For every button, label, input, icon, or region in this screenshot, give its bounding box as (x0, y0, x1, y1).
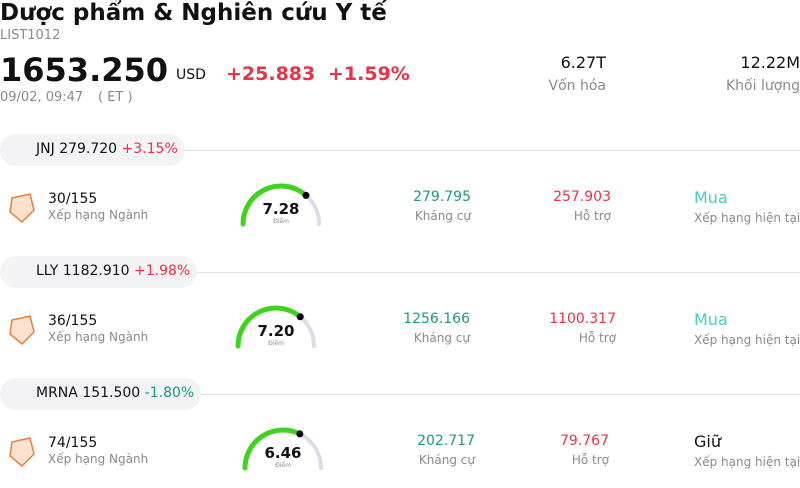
price: 1653.250 (0, 51, 169, 89)
gauge-fill (242, 427, 303, 471)
gauge-fill (240, 183, 309, 227)
rating-label: Xếp hạng hiện tại (694, 211, 800, 225)
rating: Mua (694, 310, 728, 329)
volume: 12.22M (740, 53, 800, 72)
currency: USD (176, 67, 206, 83)
stock-pill[interactable]: JNJ 279.720 +3.15% (0, 134, 185, 166)
rank-label: Xếp hạng Ngành (48, 208, 149, 222)
title: Dược phẩm & Nghiên cứu Y tế (0, 0, 387, 26)
rank: 36/155 (48, 313, 98, 329)
market-cap-label: Vốn hóa (548, 78, 606, 94)
rank-icon (9, 315, 35, 346)
rank-label: Xếp hạng Ngành (48, 330, 149, 344)
price: 1182.910 (62, 263, 130, 279)
resistance-label: Kháng cự (414, 209, 471, 223)
rating-label: Xếp hạng hiện tại (694, 333, 800, 347)
stock-text: MRNA 151.500 -1.80% (36, 385, 194, 401)
score-caption: Điểm (273, 218, 289, 225)
resistance: 202.717 (417, 433, 475, 449)
stock-text: LLY 1182.910 +1.98% (36, 263, 190, 279)
rank-label: Xếp hạng Ngành (48, 452, 149, 466)
gauge-dot (296, 313, 304, 321)
separator (0, 150, 800, 151)
change: +3.15% (121, 141, 178, 157)
score: 7.20 (257, 322, 295, 340)
rating: Mua (694, 188, 728, 207)
change: -1.80% (144, 385, 195, 401)
separator (0, 272, 800, 273)
stock-pill[interactable]: LLY 1182.910 +1.98% (0, 256, 197, 288)
support: 1100.317 (549, 311, 616, 327)
resistance: 1256.166 (403, 311, 470, 327)
stock-text: JNJ 279.720 +3.15% (36, 141, 178, 157)
price: 151.500 (82, 385, 141, 401)
resistance-label: Kháng cự (413, 331, 470, 345)
score-caption: Điểm (268, 340, 284, 347)
volume-label: Khối lượng (726, 78, 800, 94)
ticker: JNJ (36, 141, 55, 157)
resistance-label: Kháng cự (418, 453, 475, 467)
change-pct: +1.59% (328, 63, 410, 85)
gauge-fill (235, 305, 303, 349)
change: +1.98% (134, 263, 191, 279)
support: 79.767 (560, 433, 609, 449)
separator (0, 394, 800, 395)
ticker: LLY (36, 263, 59, 279)
rank-icon (9, 193, 35, 224)
score-caption: Điểm (275, 462, 291, 469)
resistance: 279.795 (413, 189, 471, 205)
rating: Giữ (694, 432, 721, 451)
support-label: Hỗ trợ (573, 209, 611, 223)
rank-icon (9, 437, 35, 468)
date: 09/02, 09:47 (0, 90, 84, 105)
market-cap: 6.27T (560, 53, 606, 72)
rating-label: Xếp hạng hiện tại (694, 455, 800, 469)
price: 279.720 (59, 141, 118, 157)
support: 257.903 (553, 189, 611, 205)
code: LIST1012 (0, 28, 61, 43)
ticker: MRNA (36, 385, 78, 401)
stock-pill[interactable]: MRNA 151.500 -1.80% (0, 378, 201, 410)
gauge-dot (302, 191, 310, 199)
score: 7.28 (262, 200, 300, 218)
support-label: Hỗ trợ (571, 453, 609, 467)
rank: 74/155 (48, 435, 98, 451)
rank: 30/155 (48, 191, 98, 207)
gauge-dot (296, 430, 304, 438)
timezone: ( ET ) (98, 90, 133, 105)
support-label: Hỗ trợ (578, 331, 616, 345)
score: 6.46 (264, 444, 302, 462)
change: +25.883 (226, 63, 316, 85)
